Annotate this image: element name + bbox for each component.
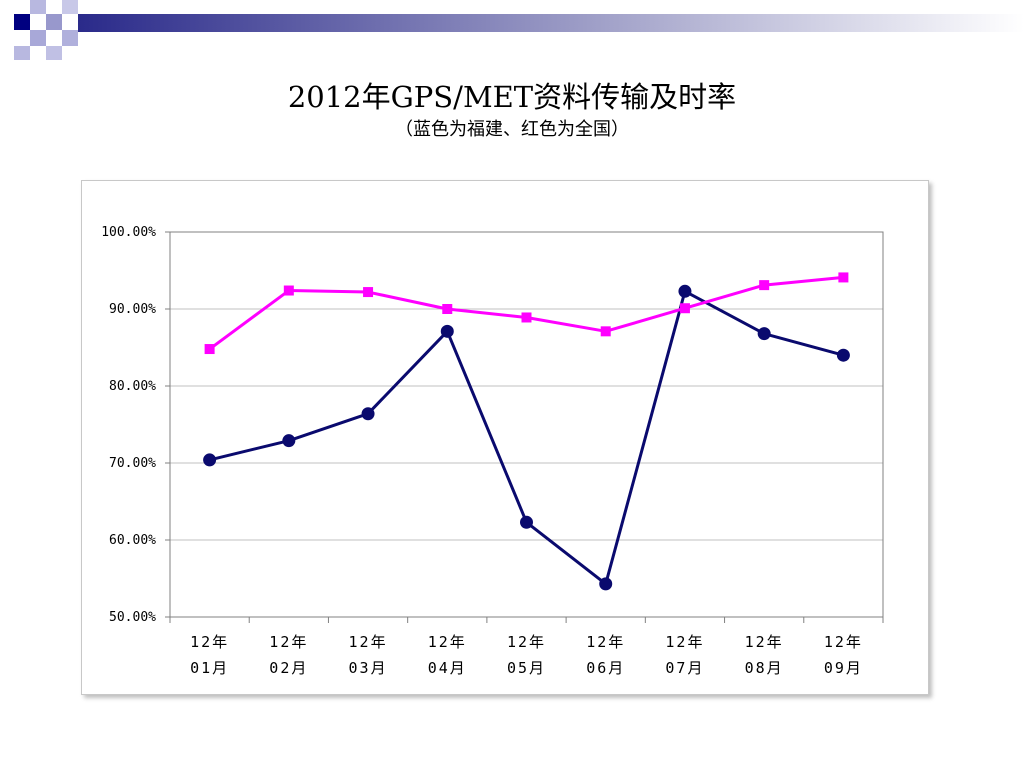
y-tick-label: 80.00%: [109, 379, 156, 394]
chart-frame: 50.00% 60.00% 70.00% 80.00% 90.00% 100.00% 12年…: [81, 180, 929, 695]
x-tick-label: 03月: [349, 659, 388, 677]
header-square: [46, 46, 62, 60]
header-square: [14, 46, 30, 60]
x-tick-label: 01月: [190, 659, 229, 677]
x-tick-label: 08月: [745, 659, 784, 677]
data-point-fujian: [599, 577, 613, 591]
x-tick-label: 12年: [428, 633, 467, 651]
line-chart: 50.00% 60.00% 70.00% 80.00% 90.00% 100.00% 12年…: [101, 225, 884, 677]
x-tick-label: 12年: [824, 633, 863, 651]
data-point-national: [204, 344, 215, 355]
x-tick-label: 12年: [507, 633, 546, 651]
data-point-national: [442, 304, 453, 314]
x-tick-label: 12年: [586, 633, 625, 651]
data-point-national: [521, 312, 532, 323]
data-point-fujian: [836, 348, 850, 362]
data-point-fujian: [678, 284, 692, 298]
header-decoration: [14, 0, 1024, 60]
y-tick-label: 60.00%: [109, 533, 156, 548]
x-tick-label: 09月: [824, 659, 863, 677]
y-tick-label: 100.00%: [101, 225, 156, 240]
data-point-fujian: [282, 434, 296, 448]
header-square: [46, 14, 62, 30]
y-tick-label: 70.00%: [109, 456, 156, 471]
header-gradient-bar: [78, 14, 1024, 32]
x-tick-label: 04月: [428, 659, 467, 677]
data-point-national: [283, 285, 294, 296]
x-tick-label: 05月: [507, 659, 546, 677]
slide-subtitle: （蓝色为福建、红色为全国）: [395, 119, 629, 140]
header-square: [62, 30, 78, 46]
x-tick-label: 12年: [665, 633, 704, 651]
header-square: [62, 0, 78, 14]
y-tick-label: 50.00%: [109, 610, 156, 625]
x-tick-label: 12年: [269, 633, 308, 651]
y-tick-label: 90.00%: [109, 302, 156, 317]
data-point-fujian: [361, 407, 375, 421]
header-square: [30, 30, 46, 46]
data-point-national: [679, 303, 690, 314]
header-square: [14, 14, 30, 30]
data-point-national: [838, 272, 849, 283]
slide-title: 2012年GPS/MET资料传输及时率: [287, 80, 737, 114]
x-tick-label: 02月: [269, 659, 308, 677]
data-point-national: [759, 280, 770, 291]
data-point-fujian: [440, 324, 454, 338]
x-tick-label: 06月: [586, 659, 625, 677]
x-tick-label: 12年: [745, 633, 784, 651]
data-point-fujian: [203, 453, 217, 467]
data-point-national: [363, 287, 374, 298]
plot-area-border: [169, 231, 884, 618]
data-point-national: [600, 326, 611, 337]
x-tick-label: 12年: [349, 633, 388, 651]
data-point-fujian: [757, 327, 771, 341]
data-point-fujian: [520, 515, 533, 529]
x-tick-label: 12年: [190, 633, 229, 651]
x-tick-label: 07月: [665, 659, 704, 677]
header-square: [30, 0, 46, 14]
